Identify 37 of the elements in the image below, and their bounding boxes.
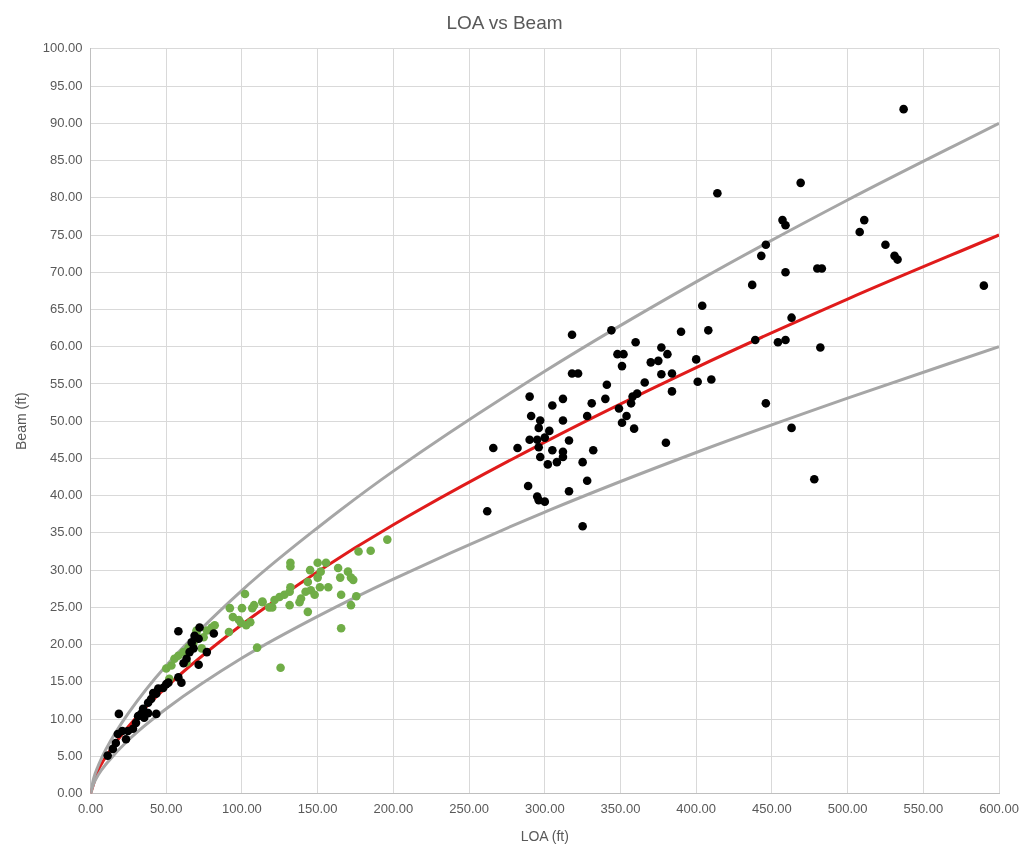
y-tick-label: 25.00 xyxy=(50,598,83,614)
x-axis-title: LOA (ft) xyxy=(520,828,569,845)
x-tick-label: 50.00 xyxy=(149,800,183,816)
y-tick-label: 20.00 xyxy=(50,636,83,652)
x-tick-label: 550.00 xyxy=(903,800,944,816)
y-tick-label: 10.00 xyxy=(50,710,83,726)
y-tick-label: 70.00 xyxy=(50,263,83,279)
x-tick-label: 300.00 xyxy=(524,800,565,816)
y-tick-label: 80.00 xyxy=(50,189,83,205)
x-tick-label: 200.00 xyxy=(373,800,414,816)
y-tick-label: 75.00 xyxy=(50,226,83,242)
x-tick-label: 600.00 xyxy=(979,800,1019,816)
y-tick-label: 0.00 xyxy=(57,785,83,801)
x-tick-label: 500.00 xyxy=(827,800,868,816)
chart-title: LOA vs Beam xyxy=(446,11,563,33)
x-tick-label: 450.00 xyxy=(752,800,792,816)
y-tick-label: 60.00 xyxy=(50,338,83,354)
x-tick-label: 0.00 xyxy=(77,800,104,816)
y-tick-label: 40.00 xyxy=(50,487,83,503)
y-tick-label: 50.00 xyxy=(50,412,83,428)
x-tick-label: 350.00 xyxy=(600,800,641,816)
y-axis-title: Beam (ft) xyxy=(13,392,30,450)
y-tick-label: 30.00 xyxy=(50,561,83,577)
y-tick-label: 85.00 xyxy=(50,152,83,168)
y-tick-label: 35.00 xyxy=(50,524,83,540)
x-tick-label: 150.00 xyxy=(297,800,338,816)
x-tick-label: 400.00 xyxy=(676,800,717,816)
x-tick-label: 250.00 xyxy=(449,800,489,816)
x-tick-label: 100.00 xyxy=(222,800,262,816)
y-tick-label: 95.00 xyxy=(50,77,83,93)
y-tick-label: 45.00 xyxy=(50,450,83,466)
y-tick-label: 55.00 xyxy=(50,375,83,391)
y-tick-label: 100.00 xyxy=(42,40,83,56)
y-tick-label: 90.00 xyxy=(50,114,83,130)
y-tick-label: 15.00 xyxy=(50,673,83,689)
y-tick-label: 65.00 xyxy=(50,301,83,317)
y-tick-label: 5.00 xyxy=(57,747,83,763)
